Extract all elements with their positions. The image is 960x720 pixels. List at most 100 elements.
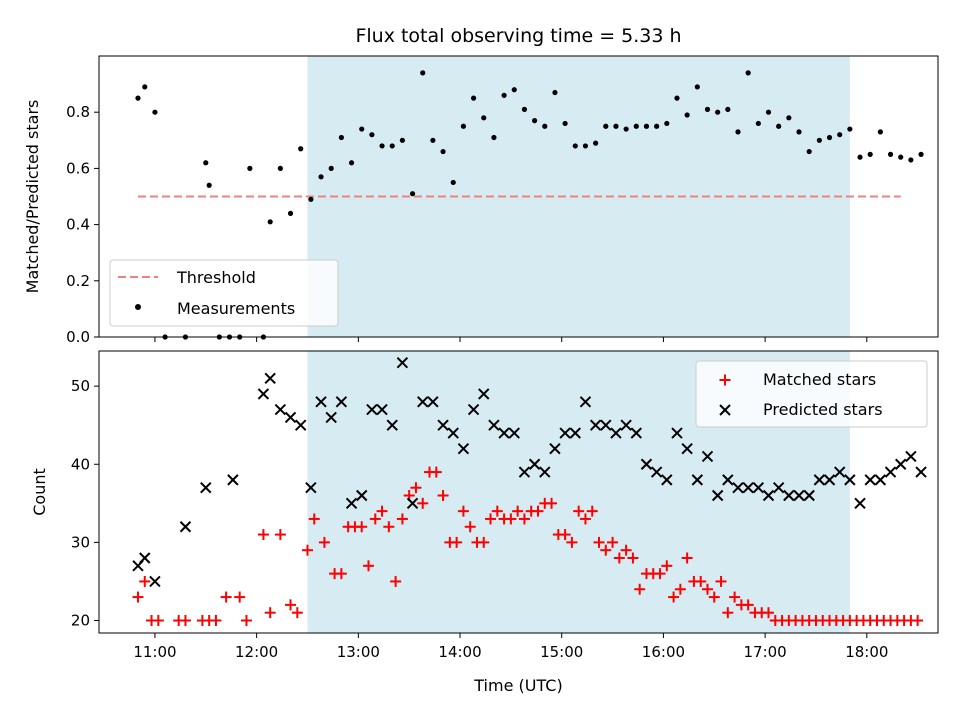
matched-star-point [451,536,463,548]
predicted-star-point [600,419,612,431]
matched-star-point [369,513,381,525]
measurement-point [318,174,324,180]
predicted-star-point [691,474,704,486]
predicted-star-point [762,489,775,502]
measurement-point [542,123,548,129]
matched-star-point [485,513,497,525]
measurement-point [267,219,273,225]
predicted-star-point [345,497,358,510]
top-y-axis-label: Matched/Predicted stars [23,100,42,294]
measurement-point [501,92,507,98]
top-panel: 0.0 0.2 0.4 0.6 0.8 Flux total observing tim… [23,25,939,346]
predicted-star-point [884,466,897,478]
predicted-star-point [284,411,297,424]
matched-star-point [132,591,144,603]
matched-star-point [729,591,741,603]
measurement-point [837,132,843,138]
predicted-star-point [823,474,836,486]
y-tick-label: 0.4 [66,216,90,234]
measurement-point [562,120,568,127]
measurement-point [704,106,711,112]
matched-star-point [559,529,571,541]
measurement-point [816,137,822,143]
measurement-point [379,143,385,149]
x-tick-label: 14:00 [438,643,481,661]
predicted-star-point [437,419,449,431]
measurement-point [328,165,334,171]
predicted-star-point [508,427,520,439]
predicted-star-point [813,474,826,486]
measurement-point [338,134,344,141]
y-tick-label: 0.0 [66,328,90,346]
predicted-star-point [335,396,348,408]
legend-threshold-label: Threshold [176,268,256,287]
measurement-point [877,129,883,135]
matched-star-point [410,482,422,494]
predicted-star-point [874,474,887,486]
predicted-star-point [905,450,917,463]
measurement-point [481,115,487,121]
y-tick-label: 20 [71,612,90,630]
measurement-point [440,148,446,155]
predicted-star-point [772,481,785,494]
predicted-star-point [406,497,419,510]
matched-star-point [318,536,330,548]
matched-star-point [285,599,297,611]
y-tick-label: 0.6 [66,159,90,177]
measurement-point [603,123,609,129]
predicted-star-point [274,403,287,416]
predicted-star-point [630,427,643,439]
measurement-point [470,95,477,101]
legend-predicted-swatch [719,404,731,416]
predicted-star-point [376,403,388,416]
measurement-point [308,196,314,202]
predicted-star-point [650,466,663,478]
x-tick-label: 18:00 [845,643,888,661]
predicted-star-point [783,489,795,502]
predicted-stars-points [132,357,927,588]
matched-star-point [264,607,276,619]
matched-star-point [390,575,402,587]
measurement-point [142,84,148,90]
matched-star-point [742,599,754,611]
predicted-star-point [711,489,724,502]
matched-star-point [234,591,246,603]
predicted-star-point [294,419,307,431]
predicted-star-point [661,474,673,486]
matched-star-point [661,560,673,572]
measurement-point [491,134,497,141]
matched-star-point [518,513,530,525]
measurement-point [511,87,517,93]
predicted-star-point [457,442,470,455]
x-tick-label: 11:00 [133,643,176,661]
measurement-point [247,165,253,171]
matched-star-point [335,568,347,580]
x-tick-label: 15:00 [540,643,583,661]
measurement-point [725,106,731,112]
legend-matched-label: Matched stars [763,370,876,389]
matched-star-point [722,607,734,619]
bottom-axes-frame [98,350,939,634]
matched-star-point [274,529,286,541]
predicted-star-point [559,427,571,439]
x-tick-label: 12:00 [235,643,278,661]
measurements-points [135,70,924,340]
matched-star-point [257,529,269,541]
y-tick-label: 0.8 [66,103,90,121]
chart-title: Flux total observing time = 5.33 h [355,25,681,47]
measurement-point [765,109,772,115]
matched-star-point [437,490,449,502]
matched-star-point [600,544,612,556]
predicted-star-point [803,489,815,502]
matched-star-point [627,552,639,564]
measurement-point [715,109,721,115]
measurement-point [867,151,873,157]
predicted-star-point [427,396,439,408]
measurement-point [786,115,792,121]
matched-star-point [607,536,619,548]
predicted-star-point [325,411,337,424]
predicted-star-point [722,474,734,486]
measurement-point [613,123,619,129]
matched-star-point [383,521,395,533]
